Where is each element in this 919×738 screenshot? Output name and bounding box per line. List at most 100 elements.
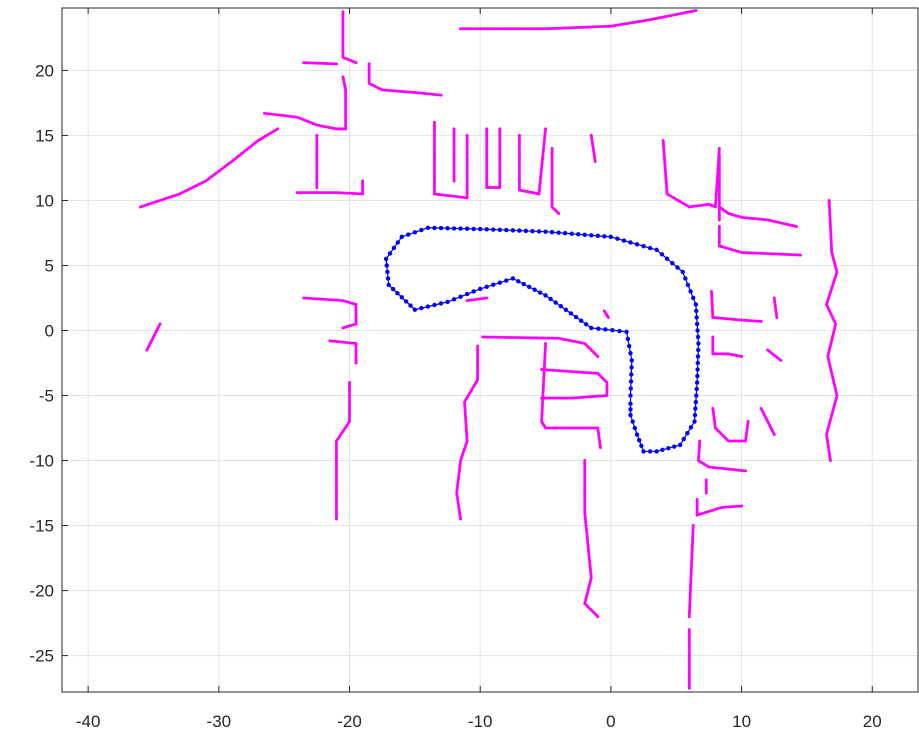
trajectory-point (659, 252, 665, 257)
scan-point (542, 372, 546, 376)
trajectory-point (385, 269, 390, 275)
trajectory-point (694, 393, 699, 398)
scan-point (517, 166, 521, 170)
scan-point (572, 26, 576, 30)
scan-point (555, 369, 559, 373)
scan-point (586, 543, 590, 547)
scan-point (334, 517, 338, 521)
scan-point (432, 166, 436, 170)
trajectory-point (628, 240, 633, 245)
trajectory-point (563, 307, 569, 313)
trajectory-point (516, 279, 521, 284)
scan-point (553, 368, 557, 372)
scan-point (464, 422, 468, 426)
scan-point (315, 151, 319, 155)
scan-point (492, 335, 496, 339)
scan-point (348, 385, 352, 389)
scan-point (689, 582, 693, 586)
scan-point (361, 192, 365, 196)
scan-point (828, 222, 832, 226)
scan-point (330, 339, 334, 343)
scan-segment (302, 61, 338, 66)
scan-point (485, 162, 489, 166)
scan-point (687, 628, 691, 632)
scan-point (432, 153, 436, 157)
scan-point (717, 168, 721, 172)
scan-point (465, 176, 469, 180)
scan-point (348, 341, 352, 345)
trajectory-point (695, 354, 701, 359)
scan-point (544, 341, 548, 345)
scan-point (302, 61, 306, 65)
scan-point (315, 183, 319, 187)
scan-point (541, 151, 545, 155)
x-tick-label: -10 (468, 712, 493, 731)
scan-segment (602, 309, 610, 319)
scan-point (744, 318, 748, 322)
scan-point (744, 251, 748, 255)
scan-point (408, 90, 412, 94)
scan-point (344, 99, 348, 103)
scan-point (424, 92, 428, 96)
scan-segment (452, 127, 456, 183)
trajectory-point (641, 449, 646, 454)
scan-point (563, 426, 567, 430)
scan-point (432, 190, 436, 194)
scan-point (485, 181, 489, 185)
scan-point (544, 27, 548, 31)
scan-point (485, 177, 489, 181)
scan-point (480, 27, 484, 31)
scan-point (463, 196, 467, 200)
scan-point (714, 201, 718, 205)
scan-point (694, 9, 698, 13)
scan-point (315, 133, 319, 137)
scan-point (452, 194, 456, 198)
trajectory-point (681, 436, 686, 442)
scan-point (310, 297, 314, 301)
scan-point (764, 252, 768, 256)
scan-point (334, 504, 338, 508)
scan-point (717, 237, 721, 241)
scan-point (541, 391, 545, 395)
scan-point (315, 185, 319, 189)
scan-point (589, 573, 593, 577)
scan-point (334, 502, 338, 506)
x-tick-label: -40 (76, 712, 101, 731)
scan-point (476, 355, 480, 359)
scan-point (341, 14, 345, 18)
scan-point (334, 443, 338, 447)
scan-point (542, 374, 546, 378)
scan-point (452, 162, 456, 166)
scan-point (584, 521, 588, 525)
scan-point (550, 196, 554, 200)
trajectory-point (694, 321, 700, 327)
scan-point (432, 177, 436, 181)
scan-point (739, 439, 743, 443)
scan-point (710, 300, 714, 304)
scan-point (343, 340, 347, 344)
scan-point (334, 441, 338, 445)
scan-point (742, 251, 746, 255)
trajectory-point (458, 226, 463, 231)
scan-point (737, 504, 741, 508)
scan-point (583, 511, 587, 515)
scan-point (550, 203, 554, 207)
trajectory-point (553, 300, 558, 305)
scan-point (306, 296, 310, 300)
scan-point (348, 383, 352, 387)
scan-point (517, 160, 521, 164)
scan-point (717, 211, 721, 215)
scan-point (517, 184, 521, 188)
trajectory-point (395, 291, 400, 296)
scan-point (691, 534, 695, 538)
scan-point (539, 175, 543, 179)
scan-point (550, 153, 554, 157)
scan-point (341, 19, 345, 23)
scan-point (341, 326, 345, 330)
y-tick-label: 10 (35, 191, 54, 210)
scan-point (715, 183, 719, 187)
scan-point (315, 140, 319, 144)
trajectory-point (477, 286, 483, 292)
scan-point (344, 125, 348, 129)
scan-point (550, 181, 554, 185)
